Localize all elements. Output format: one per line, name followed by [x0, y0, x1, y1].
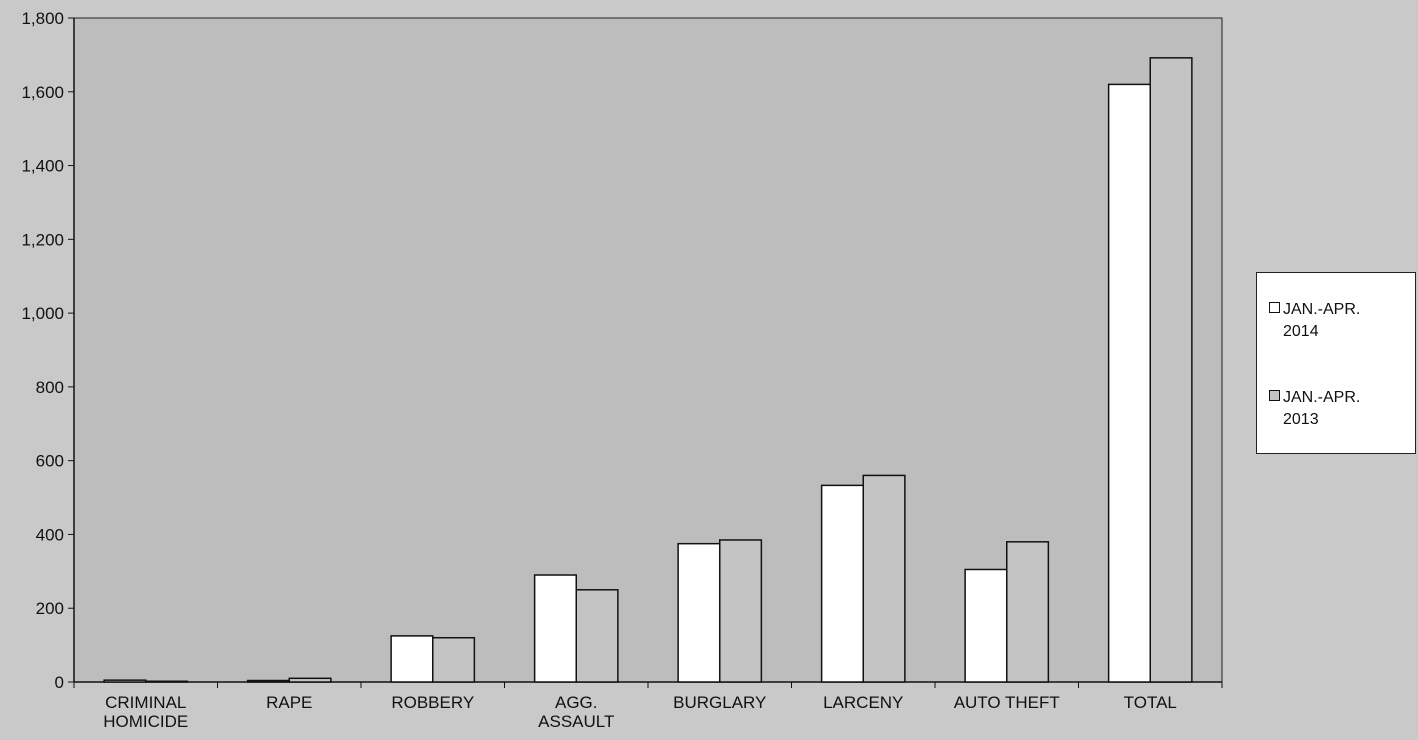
bar: [964, 568, 1008, 683]
y-tick-label: 1,000: [21, 304, 64, 323]
bar: [432, 636, 476, 683]
bar: [862, 474, 906, 683]
legend-item-2014: JAN.-APR. 2014: [1269, 299, 1409, 343]
legend-label-2013-line2: 2013: [1283, 411, 1319, 428]
y-tick-label: 400: [36, 525, 64, 544]
legend-label-2014-line2: 2014: [1283, 323, 1319, 340]
x-category-label: LARCENY: [823, 693, 903, 712]
plot-area: [73, 17, 1223, 683]
bar: [288, 677, 332, 683]
legend: JAN.-APR. 2014 JAN.-APR. 2013: [1256, 272, 1416, 454]
x-category-label: ROBBERY: [391, 693, 474, 712]
x-category-label: CRIMINAL HOMICIDE: [103, 693, 188, 731]
legend-item-2013: JAN.-APR. 2013: [1269, 387, 1409, 431]
x-category-label: AGG. ASSAULT: [538, 693, 614, 731]
y-tick-label: 800: [36, 378, 64, 397]
bar: [820, 484, 865, 683]
legend-label-2014-line1: JAN.-APR.: [1283, 301, 1361, 318]
y-tick-label: 1,200: [21, 230, 64, 249]
y-tick-label: 1,400: [21, 157, 64, 176]
y-tick-label: 0: [55, 673, 64, 692]
legend-swatch-2014: [1269, 302, 1280, 313]
x-category-label: BURGLARY: [673, 693, 766, 712]
x-category-label: RAPE: [266, 693, 312, 712]
y-tick-label: 1,600: [21, 83, 64, 102]
bar: [533, 574, 578, 683]
x-category-label: AUTO THEFT: [954, 693, 1060, 712]
y-tick-label: 600: [36, 452, 64, 471]
legend-swatch-2013: [1269, 390, 1280, 401]
y-tick-label: 200: [36, 599, 64, 618]
bar: [1107, 83, 1152, 683]
bar: [390, 635, 434, 683]
x-category-label: TOTAL: [1124, 693, 1177, 712]
bar: [575, 589, 619, 683]
legend-label-2013-line1: JAN.-APR.: [1283, 389, 1361, 406]
bar: [677, 542, 721, 683]
bar: [246, 679, 290, 683]
bar: [145, 680, 189, 683]
bar: [719, 539, 763, 683]
y-tick-label: 1,800: [21, 9, 64, 28]
plot-background: [73, 17, 1223, 683]
bar: [1149, 57, 1193, 683]
labels: 0 200 400 600 800 1,000 1,200 1,400 1,600 1,800 CR…: [21, 9, 1176, 731]
bar: [1006, 541, 1050, 683]
bars: [103, 57, 1193, 683]
bar: [103, 679, 147, 683]
